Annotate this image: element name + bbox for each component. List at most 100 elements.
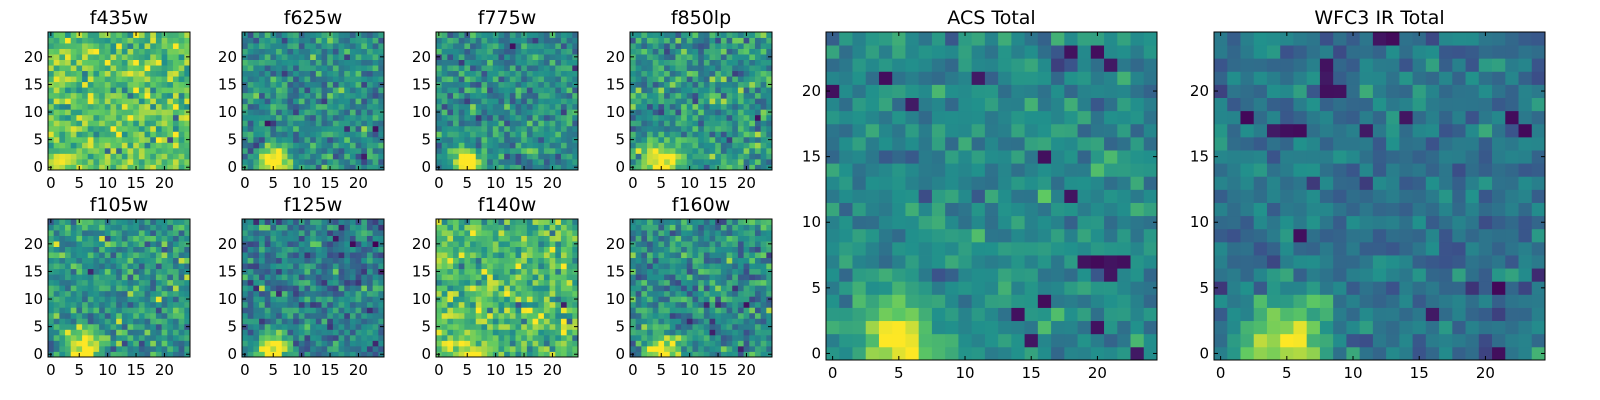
heatmap-cell	[630, 312, 637, 319]
heatmap-cell	[441, 334, 448, 341]
heatmap-cell	[664, 43, 671, 49]
heatmap-cell	[87, 290, 94, 297]
heatmap-cell	[532, 37, 539, 44]
heatmap-cell	[715, 103, 722, 110]
heatmap-cell	[355, 329, 362, 336]
heatmap-cell	[287, 109, 294, 116]
heatmap-cell	[332, 296, 339, 303]
heatmap-cell	[150, 43, 157, 49]
heatmap-cell	[310, 43, 317, 49]
heatmap-cell	[167, 334, 174, 341]
heatmap-cell	[681, 81, 688, 88]
heatmap-cell	[549, 98, 556, 105]
heatmap-cell	[293, 301, 300, 308]
heatmap-cell	[161, 37, 168, 44]
heatmap-cell	[99, 76, 106, 83]
heatmap-cell	[470, 59, 477, 66]
heatmap-cell	[161, 318, 168, 325]
heatmap-cell	[447, 76, 454, 83]
heatmap-cell	[737, 285, 744, 292]
heatmap-cell	[276, 296, 283, 303]
heatmap-cell	[70, 334, 77, 341]
heatmap-cell	[754, 65, 762, 72]
heatmap-cell	[515, 274, 522, 281]
heatmap-cell	[287, 307, 294, 314]
heatmap-cell	[161, 48, 168, 55]
heatmap-cell	[372, 290, 379, 297]
heatmap-cell	[116, 345, 123, 352]
heatmap-cell	[749, 98, 756, 105]
heatmap-cell	[247, 279, 254, 286]
heatmap-cell	[470, 48, 477, 55]
heatmap-cell	[681, 142, 688, 149]
heatmap-cell	[560, 131, 568, 138]
heatmap-cell	[270, 241, 277, 247]
heatmap-cell	[543, 54, 550, 60]
heatmap-cell	[709, 334, 716, 341]
heatmap-cell	[133, 296, 140, 303]
heatmap-cell	[287, 59, 294, 66]
heatmap-cell	[543, 230, 550, 236]
heatmap-cell	[504, 65, 511, 72]
heatmap-cell	[566, 323, 573, 330]
heatmap-cell	[338, 263, 345, 270]
heatmap-cell	[538, 120, 545, 127]
heatmap-cell	[492, 131, 499, 138]
heatmap-cell	[53, 219, 60, 225]
heatmap-cell	[264, 301, 271, 308]
heatmap-cell	[293, 279, 300, 286]
heatmap-cell	[76, 43, 83, 49]
heatmap-cell	[172, 54, 180, 60]
heatmap-cell	[754, 92, 762, 99]
heatmap-cell	[543, 103, 550, 110]
heatmap-cell	[167, 32, 174, 38]
heatmap-cell	[59, 230, 66, 236]
heatmap-cell	[344, 296, 351, 303]
heatmap-cell	[264, 241, 271, 247]
heatmap-cell	[669, 285, 676, 292]
heatmap-cell	[93, 340, 100, 347]
heatmap-cell	[481, 87, 488, 94]
heatmap-cell	[293, 235, 300, 242]
heatmap-cell	[349, 76, 356, 83]
heatmap-cell	[732, 312, 739, 319]
heatmap-cell	[70, 285, 77, 292]
heatmap-cell	[344, 98, 351, 105]
heatmap-cell	[669, 59, 676, 66]
heatmap-cell	[82, 92, 89, 99]
heatmap-cell	[253, 351, 260, 358]
heatmap-cell	[492, 290, 499, 297]
heatmap-cell	[749, 125, 756, 132]
heatmap-cell	[464, 158, 471, 165]
heatmap-cell	[703, 296, 710, 303]
heatmap-cell	[515, 345, 522, 352]
heatmap-cell	[366, 136, 374, 143]
heatmap-cell	[458, 59, 465, 66]
heatmap-cell	[247, 92, 254, 99]
heatmap-cell	[167, 235, 174, 242]
heatmap-cell	[669, 98, 676, 105]
heatmap-cell	[754, 323, 762, 330]
heatmap-cell	[167, 279, 174, 286]
heatmap-cell	[121, 290, 128, 297]
heatmap-cell	[538, 65, 545, 72]
heatmap-cell	[509, 219, 516, 225]
heatmap-cell	[321, 312, 328, 319]
heatmap-cell	[59, 54, 66, 60]
heatmap-cell	[538, 103, 545, 110]
heatmap-cell	[647, 279, 654, 286]
heatmap-cell	[572, 312, 579, 319]
heatmap-cell	[498, 48, 505, 55]
heatmap-cell	[521, 59, 528, 66]
heatmap-cell	[760, 340, 767, 347]
heatmap-cell	[361, 125, 368, 132]
heatmap-cell	[304, 98, 311, 105]
heatmap-cell	[543, 92, 550, 99]
heatmap-cell	[549, 48, 556, 55]
heatmap-cell	[436, 43, 443, 49]
heatmap-cell	[70, 323, 77, 330]
heatmap-cell	[560, 252, 568, 259]
heatmap-cell	[242, 301, 249, 308]
heatmap-cell	[464, 279, 471, 286]
